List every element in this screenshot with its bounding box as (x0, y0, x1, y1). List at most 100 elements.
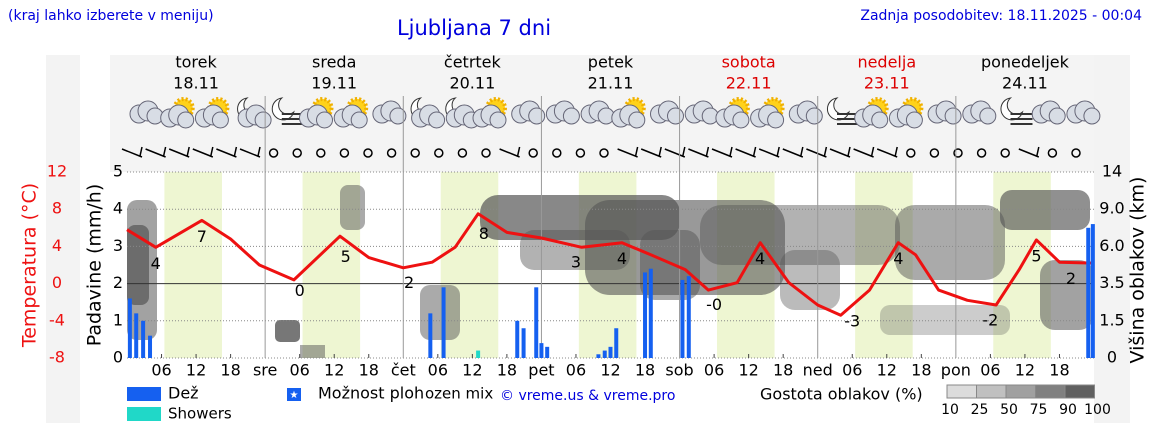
legend-label: Showers (168, 405, 232, 423)
icon-cloud (944, 107, 962, 125)
cloud-tick-label: 0 (1107, 348, 1117, 367)
precip-tick-label: 3 (113, 236, 123, 255)
updated: Zadnja posodobitev: 18.11.2025 - 00:04 (860, 8, 1142, 24)
icon-cloud (211, 111, 229, 129)
temperature-line (126, 212, 1095, 317)
daylight-band (164, 172, 222, 358)
wind-calm (528, 148, 538, 158)
wind-calm (1047, 148, 1058, 158)
x-tick-label: 06 (289, 361, 309, 380)
icon-cloud (528, 107, 546, 125)
wind-barb (617, 148, 638, 158)
cloud-axis-title: Višina oblakov (km) (1127, 177, 1149, 364)
wind-barb (682, 146, 686, 157)
temp-label: 3 (571, 253, 581, 272)
precip-bar (521, 328, 526, 358)
density-tick: 10 (941, 402, 959, 418)
chart-title: Ljubljana 7 dni (397, 16, 551, 40)
icon-cloud (489, 111, 507, 129)
density-tick: 100 (1084, 402, 1111, 418)
wind-barb (894, 146, 898, 157)
day-date: 19.11 (311, 74, 357, 93)
temp-tick-label: 8 (52, 199, 62, 218)
cloud-tick-label: 6.0 (1099, 236, 1124, 255)
temp-label: 0 (295, 281, 305, 300)
x-tick-label: 18 (773, 361, 793, 380)
icon-cloud (350, 111, 368, 129)
day-date: 21.11 (588, 74, 634, 93)
x-tick-label: 06 (980, 361, 1000, 380)
wind-barb (239, 148, 261, 158)
temp-label: 5 (1031, 246, 1041, 265)
precip-bar (539, 343, 544, 358)
side-panel (46, 55, 80, 423)
temp-label: 4 (755, 249, 765, 268)
density-swatch (1035, 384, 1066, 399)
wind-calm (481, 148, 491, 158)
temp-axis-title: Temperatura (°C) (19, 183, 41, 348)
icon-cloud (254, 111, 272, 129)
wind-barb (162, 146, 167, 157)
precip-bar (441, 287, 446, 358)
wind-barb (1018, 148, 1040, 158)
x-tick-label: 18 (497, 361, 517, 380)
legend-swatch (127, 407, 161, 421)
wind-barb (658, 146, 662, 157)
wind-barb (688, 148, 709, 158)
x-tick-label: 18 (359, 361, 379, 380)
x-tick-label: pet (528, 361, 554, 380)
precip-tick-label: 2 (113, 273, 123, 292)
wind-barb (499, 148, 520, 158)
precip-tick-label: 4 (113, 199, 123, 218)
day-name: sreda (312, 53, 356, 72)
credit: © vreme.us & vreme.pro (500, 388, 675, 404)
day-name: ponedeljek (981, 53, 1070, 72)
wind-barb (705, 146, 710, 157)
legend-label: Možnost ploh (318, 384, 424, 403)
icon-cloud (871, 111, 889, 129)
wind-calm (316, 148, 326, 158)
precip-bar (602, 350, 607, 358)
temp-tick-label: 0 (52, 273, 62, 292)
wind-calm (386, 148, 397, 158)
wind-calm (929, 148, 940, 158)
day-name: četrtek (444, 53, 502, 72)
cloud-tick-label: 1.5 (1099, 310, 1124, 329)
temp-label: 4 (151, 254, 161, 273)
wind-calm (599, 148, 609, 158)
legend-swatch (287, 388, 301, 401)
precip-bar (127, 298, 132, 358)
legend-star: ★ (290, 390, 299, 401)
x-tick-label: 12 (462, 361, 482, 380)
wind-barb (776, 146, 780, 157)
temp-label: -3 (844, 312, 860, 331)
precip-bar (148, 335, 153, 358)
precip-tick-label: 0 (113, 348, 123, 367)
precip-bar (515, 320, 520, 358)
x-tick-label: 06 (151, 361, 171, 380)
wind-barb (729, 146, 733, 157)
icon-cloud (177, 111, 195, 129)
cloud-tick-label: 9.0 (1099, 199, 1124, 218)
precip-bar (614, 328, 619, 358)
wind-barb (145, 148, 166, 158)
x-tick-label: 12 (738, 361, 758, 380)
x-tick-label: 12 (324, 361, 344, 380)
legend-label: ozen mix (425, 385, 493, 403)
x-tick-label: 18 (1049, 361, 1069, 380)
wind-barb (758, 148, 780, 158)
icon-cloud (316, 111, 333, 129)
wind-calm (1071, 148, 1081, 158)
precip-bar (134, 313, 139, 358)
wind-barb (853, 148, 874, 158)
wind-barb (516, 146, 521, 157)
wind-barb (735, 148, 756, 158)
wind-calm (410, 148, 420, 158)
wind-barb (233, 146, 238, 157)
precip-bar (1090, 224, 1095, 358)
icon-cloud (805, 107, 823, 125)
wind-calm (575, 148, 586, 158)
precip-bar (686, 276, 691, 358)
wind-barb (847, 146, 851, 157)
x-tick-label: 06 (842, 361, 862, 380)
